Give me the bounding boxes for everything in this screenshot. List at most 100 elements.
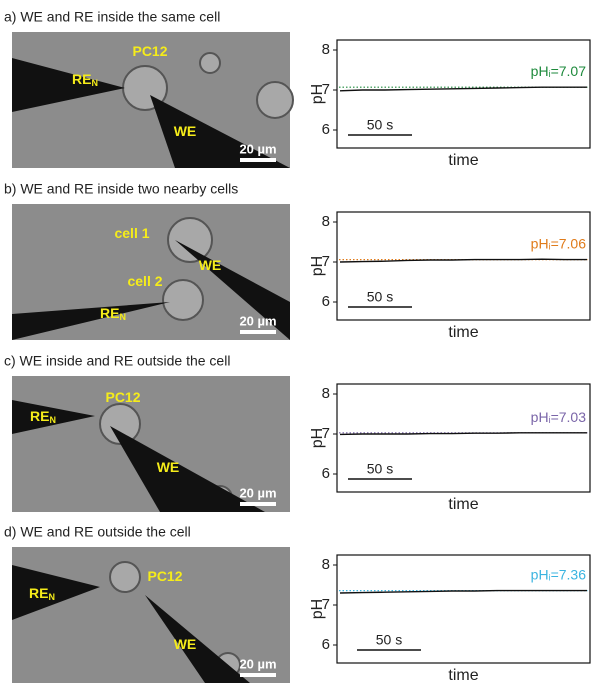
- plot-frame: [336, 383, 591, 493]
- cell: [167, 217, 213, 263]
- ph-trace: [339, 589, 587, 594]
- image-label: REN: [30, 408, 56, 426]
- plot-frame: [336, 554, 591, 664]
- annotation-text: pH: [531, 63, 549, 79]
- ph-trace: [339, 258, 587, 263]
- image-label: cell 1: [114, 225, 149, 241]
- pipette: [145, 595, 250, 683]
- image-label: REN: [72, 71, 98, 89]
- annotation: pHi=7.07: [531, 63, 587, 80]
- annotation-text: pH: [531, 566, 549, 582]
- y-axis-label: pH: [309, 599, 326, 619]
- y-tick-label: 8: [322, 213, 330, 230]
- image-label-text: WE: [157, 459, 180, 475]
- pipette: [12, 565, 100, 620]
- scale-bar-label: 20 µm: [239, 656, 276, 671]
- cell: [199, 52, 221, 74]
- image-label-text: RE: [29, 585, 48, 601]
- annotation: pHi=7.36: [531, 566, 587, 583]
- annotation-rest: =7.36: [551, 566, 587, 582]
- panel-title: b) WE and RE inside two nearby cells: [4, 181, 238, 197]
- image-label-sub: N: [119, 312, 126, 322]
- x-axis-label: time: [448, 324, 478, 341]
- annotation-text: pH: [531, 409, 549, 425]
- image-label: WE: [174, 123, 197, 139]
- cell: [162, 279, 204, 321]
- image-label-text: PC12: [105, 389, 140, 405]
- ph-trace: [339, 86, 587, 92]
- image-label-text: RE: [30, 408, 49, 424]
- image-label-text: PC12: [132, 43, 167, 59]
- x-axis-label: time: [448, 152, 478, 169]
- y-axis-label: pH: [309, 256, 326, 276]
- image-label-text: WE: [174, 123, 197, 139]
- scale-bar: [240, 330, 276, 334]
- annotation: pHi=7.03: [531, 409, 587, 426]
- scale-bar-label: 20 µm: [239, 485, 276, 500]
- image-label-text: RE: [72, 71, 91, 87]
- time-bar-label: 50 s: [367, 289, 393, 305]
- annotation: pHi=7.06: [531, 235, 587, 252]
- annotation-rest: =7.06: [551, 235, 587, 251]
- pipette: [110, 426, 265, 512]
- image-label-text: WE: [174, 636, 197, 652]
- y-tick-label: 6: [322, 293, 330, 310]
- time-bar-label: 50 s: [376, 632, 402, 648]
- annotation-sub: i: [549, 573, 551, 583]
- image-label: REN: [100, 305, 126, 323]
- panel: c) WE inside and RE outside the cell REN P…: [4, 353, 591, 513]
- y-tick-label: 6: [322, 465, 330, 482]
- panel-title: d) WE and RE outside the cell: [4, 524, 191, 540]
- image-label: PC12: [132, 43, 167, 59]
- panel: a) WE and RE inside the same cell PC12 REN…: [4, 9, 591, 169]
- y-tick-label: 7: [322, 81, 330, 98]
- pipette: [12, 58, 125, 112]
- x-axis-label: time: [448, 496, 478, 513]
- scale-bar: [240, 158, 276, 162]
- panel: b) WE and RE inside two nearby cells cell…: [4, 181, 591, 341]
- image-label: REN: [29, 585, 55, 603]
- pipette: [12, 302, 170, 340]
- y-tick-label: 6: [322, 636, 330, 653]
- y-tick-label: 7: [322, 253, 330, 270]
- image-label-text: RE: [100, 305, 119, 321]
- panel-title: c) WE inside and RE outside the cell: [4, 353, 230, 369]
- panel-title: a) WE and RE inside the same cell: [4, 9, 220, 25]
- image-label-sub: N: [49, 415, 56, 425]
- image-label: WE: [157, 459, 180, 475]
- cell: [109, 561, 141, 593]
- cell: [99, 403, 141, 445]
- y-tick-label: 6: [322, 121, 330, 138]
- scale-bar-label: 20 µm: [239, 141, 276, 156]
- cell: [256, 81, 294, 119]
- y-tick-label: 8: [322, 41, 330, 58]
- scale-bar-label: 20 µm: [239, 313, 276, 328]
- image-label-sub: N: [91, 78, 98, 88]
- x-axis-label: time: [448, 667, 478, 683]
- y-axis-label: pH: [309, 428, 326, 448]
- image-label-text: PC12: [147, 568, 182, 584]
- panel: d) WE and RE outside the cell REN PC12 WE 20…: [4, 524, 591, 683]
- plot-frame: [336, 211, 591, 321]
- annotation-sub: i: [549, 242, 551, 252]
- y-tick-label: 7: [322, 596, 330, 613]
- time-bar-label: 50 s: [367, 461, 393, 477]
- pipette: [12, 400, 95, 434]
- image-label-text: cell 1: [114, 225, 149, 241]
- image-label-text: cell 2: [127, 273, 162, 289]
- ph-trace: [339, 432, 587, 436]
- image-label: WE: [174, 636, 197, 652]
- plot-frame: [336, 39, 591, 149]
- y-axis-label: pH: [309, 84, 326, 104]
- annotation-sub: i: [549, 70, 551, 80]
- image-label-text: WE: [199, 257, 222, 273]
- pipette: [175, 240, 290, 340]
- image-label: WE: [199, 257, 222, 273]
- y-tick-label: 8: [322, 556, 330, 573]
- image-label: PC12: [147, 568, 182, 584]
- image-label: cell 2: [127, 273, 162, 289]
- y-tick-label: 8: [322, 385, 330, 402]
- image-label: PC12: [105, 389, 140, 405]
- annotation-text: pH: [531, 235, 549, 251]
